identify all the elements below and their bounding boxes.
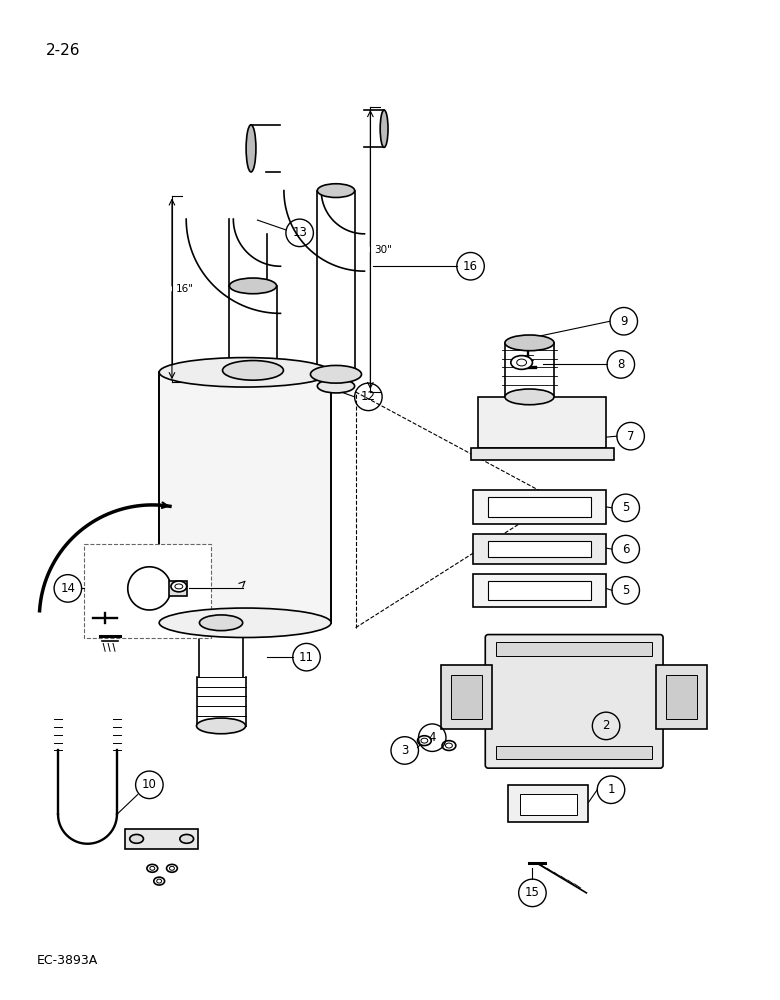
Ellipse shape — [516, 359, 526, 366]
Text: 4: 4 — [428, 731, 436, 744]
Bar — [478, 397, 606, 448]
Ellipse shape — [159, 608, 331, 638]
Bar — [473, 534, 606, 564]
Bar — [519, 794, 576, 815]
Text: 3: 3 — [401, 744, 409, 757]
Ellipse shape — [167, 864, 177, 872]
Text: 7: 7 — [627, 430, 634, 443]
Text: 6: 6 — [622, 543, 629, 556]
Ellipse shape — [222, 361, 283, 380]
Ellipse shape — [445, 743, 452, 748]
Text: 2: 2 — [602, 719, 610, 732]
Ellipse shape — [511, 356, 533, 369]
Ellipse shape — [200, 615, 243, 631]
Text: 16": 16" — [176, 284, 194, 294]
Text: 30": 30" — [374, 245, 392, 255]
Bar — [508, 785, 588, 822]
Ellipse shape — [129, 834, 144, 843]
Bar — [488, 497, 591, 517]
Text: 15: 15 — [525, 886, 540, 899]
Ellipse shape — [197, 718, 246, 734]
FancyBboxPatch shape — [485, 635, 663, 768]
Bar — [125, 829, 198, 849]
Bar — [496, 642, 652, 656]
Ellipse shape — [317, 379, 355, 393]
Ellipse shape — [147, 864, 158, 872]
Ellipse shape — [169, 866, 175, 870]
Ellipse shape — [310, 365, 361, 383]
Bar — [159, 372, 331, 623]
Bar — [473, 574, 606, 607]
Ellipse shape — [417, 736, 431, 746]
Ellipse shape — [505, 335, 554, 351]
Bar — [656, 665, 707, 729]
Text: 5: 5 — [622, 584, 629, 597]
Bar — [488, 541, 591, 557]
Ellipse shape — [159, 358, 331, 387]
Ellipse shape — [175, 584, 183, 589]
Text: 2-26: 2-26 — [46, 43, 81, 58]
Ellipse shape — [229, 278, 277, 294]
Ellipse shape — [150, 866, 154, 870]
Bar — [83, 544, 211, 638]
Ellipse shape — [505, 389, 554, 405]
Ellipse shape — [171, 581, 186, 592]
Ellipse shape — [421, 738, 427, 743]
Bar — [496, 746, 652, 759]
Text: 11: 11 — [299, 651, 314, 664]
Bar — [470, 448, 614, 460]
Text: 8: 8 — [617, 358, 625, 371]
Ellipse shape — [442, 741, 456, 750]
Bar — [473, 490, 606, 524]
Bar — [441, 665, 492, 729]
Text: 5: 5 — [622, 501, 629, 514]
Bar — [666, 675, 697, 719]
Ellipse shape — [246, 125, 256, 172]
Ellipse shape — [154, 877, 165, 885]
Bar — [451, 675, 482, 719]
Text: 13: 13 — [292, 226, 307, 239]
Bar — [169, 581, 186, 596]
Text: 10: 10 — [142, 778, 157, 791]
Text: 12: 12 — [361, 390, 376, 403]
Ellipse shape — [317, 184, 355, 197]
Bar — [488, 581, 591, 600]
Text: 16: 16 — [463, 260, 478, 273]
Text: 14: 14 — [60, 582, 76, 595]
Ellipse shape — [380, 110, 388, 147]
Text: 9: 9 — [620, 315, 628, 328]
Ellipse shape — [180, 834, 193, 843]
Text: EC-3893A: EC-3893A — [37, 954, 98, 967]
Text: 1: 1 — [608, 783, 615, 796]
Ellipse shape — [157, 879, 161, 883]
